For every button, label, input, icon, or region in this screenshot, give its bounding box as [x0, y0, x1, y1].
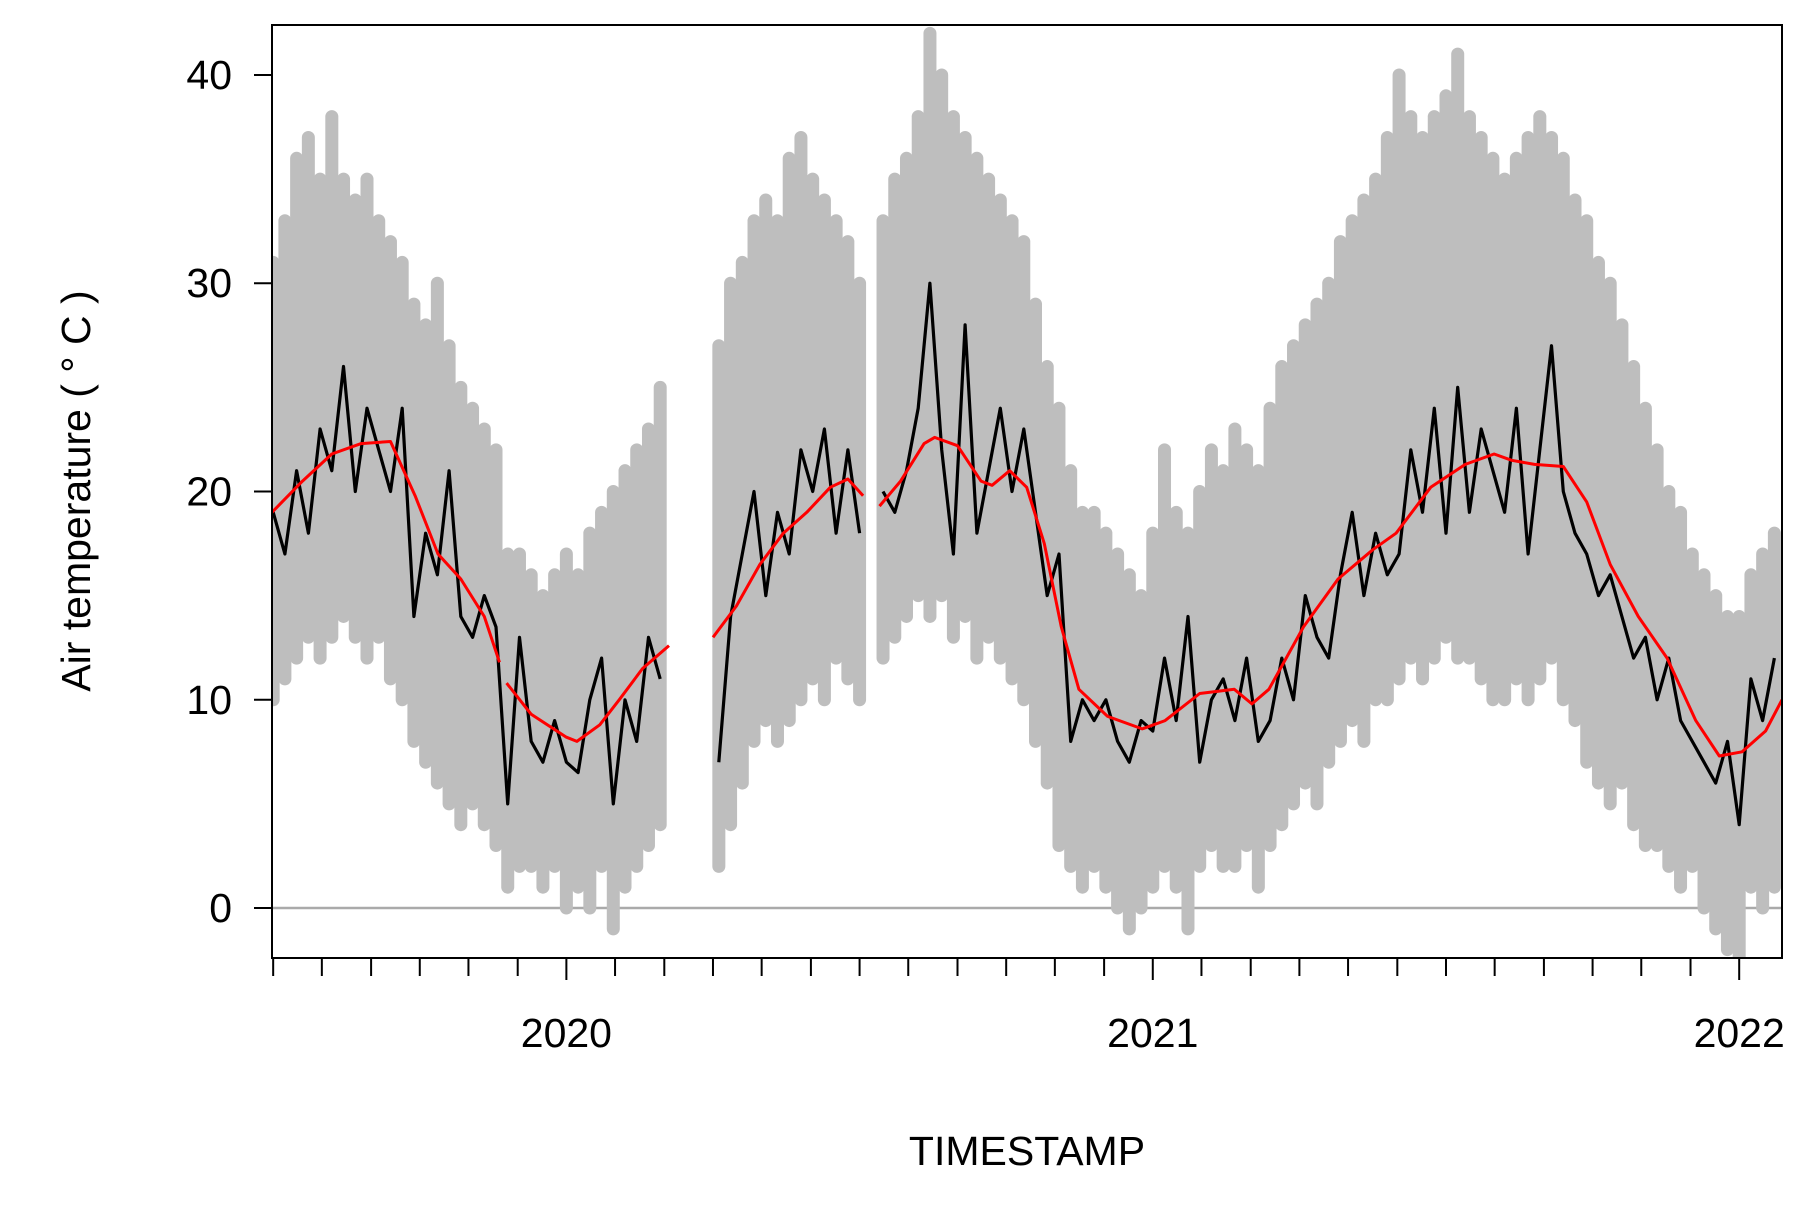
- data-line: [505, 644, 670, 743]
- x-axis-title: TIMESTAMP: [909, 1128, 1145, 1174]
- y-tick-label: 0: [209, 885, 232, 931]
- data-line: [881, 281, 1776, 827]
- plot: [272, 26, 1782, 958]
- plot-area: [272, 26, 1782, 958]
- y-tick-label: 20: [186, 469, 232, 515]
- x-tick-label: 2022: [1694, 1010, 1785, 1056]
- y-tick-label: 30: [186, 260, 232, 306]
- y-tick-label: 40: [186, 52, 232, 98]
- x-tick-label: 2020: [521, 1010, 612, 1056]
- data-line: [717, 427, 862, 763]
- y-tick-label: 10: [186, 677, 232, 723]
- data-line: [711, 477, 865, 639]
- x-tick-label: 2021: [1107, 1010, 1198, 1056]
- data-line: [878, 435, 1782, 758]
- data-line: [272, 440, 501, 663]
- data-line: [272, 364, 662, 806]
- y-axis-title: Air temperature ( ° C ): [53, 290, 99, 691]
